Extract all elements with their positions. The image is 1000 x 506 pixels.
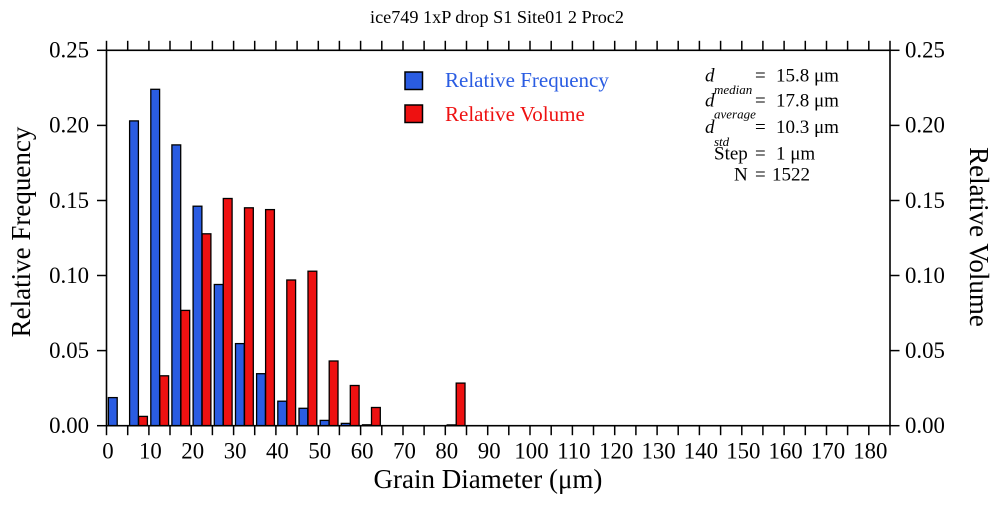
svg-text:0.00: 0.00 [905, 413, 945, 438]
svg-text:N: N [734, 165, 748, 186]
svg-text:1 μm: 1 μm [776, 144, 815, 165]
svg-text:10.3 μm: 10.3 μm [776, 117, 839, 138]
svg-text:Relative Frequency: Relative Frequency [445, 68, 609, 92]
svg-text:10: 10 [139, 439, 162, 464]
svg-text:d: d [705, 117, 715, 138]
svg-text:Step: Step [714, 144, 748, 165]
svg-text:0.05: 0.05 [905, 338, 945, 363]
svg-text:40: 40 [266, 439, 289, 464]
svg-text:170: 170 [811, 439, 845, 464]
svg-text:0.25: 0.25 [49, 38, 89, 63]
svg-text:0.15: 0.15 [49, 188, 89, 213]
svg-text:d: d [705, 66, 715, 87]
svg-text:60: 60 [351, 439, 374, 464]
svg-text:180: 180 [853, 439, 887, 464]
svg-text:0.05: 0.05 [49, 338, 89, 363]
svg-text:0.15: 0.15 [905, 188, 945, 213]
svg-text:20: 20 [181, 439, 204, 464]
svg-text:average: average [714, 107, 756, 122]
svg-text:140: 140 [684, 439, 718, 464]
svg-text:0.20: 0.20 [49, 113, 89, 138]
svg-text:70: 70 [393, 439, 416, 464]
svg-text:0: 0 [102, 439, 113, 464]
svg-text:=: = [755, 144, 766, 165]
svg-text:Relative Volume: Relative Volume [964, 147, 994, 327]
svg-text:100: 100 [514, 439, 548, 464]
svg-text:median: median [714, 82, 752, 97]
svg-text:=: = [755, 117, 766, 138]
svg-text:80: 80 [435, 439, 458, 464]
svg-text:50: 50 [308, 439, 331, 464]
svg-text:Grain Diameter (μm): Grain Diameter (μm) [374, 464, 603, 494]
svg-text:d: d [705, 91, 715, 112]
svg-text:0.00: 0.00 [49, 413, 89, 438]
svg-text:0.10: 0.10 [905, 263, 945, 288]
svg-text:=: = [755, 91, 766, 112]
svg-text:std: std [714, 134, 730, 149]
svg-text:17.8 μm: 17.8 μm [776, 91, 839, 112]
svg-text:Relative Frequency: Relative Frequency [6, 126, 36, 337]
svg-text:=: = [755, 66, 766, 87]
svg-text:120: 120 [599, 439, 633, 464]
svg-text:0.25: 0.25 [905, 38, 945, 63]
svg-text:150: 150 [726, 439, 760, 464]
svg-text:0.10: 0.10 [49, 263, 89, 288]
svg-text:15.8 μm: 15.8 μm [776, 66, 839, 87]
svg-text:=: = [755, 165, 766, 186]
svg-text:30: 30 [224, 439, 247, 464]
svg-text:160: 160 [768, 439, 802, 464]
svg-text:1522: 1522 [772, 165, 810, 186]
svg-text:0.20: 0.20 [905, 113, 945, 138]
svg-text:110: 110 [557, 439, 590, 464]
svg-text:Relative Volume: Relative Volume [445, 102, 585, 126]
svg-text:90: 90 [478, 439, 501, 464]
svg-text:ice749 1xP drop S1 Site01 2 Pr: ice749 1xP drop S1 Site01 2 Proc2 [370, 7, 624, 27]
svg-text:130: 130 [641, 439, 675, 464]
